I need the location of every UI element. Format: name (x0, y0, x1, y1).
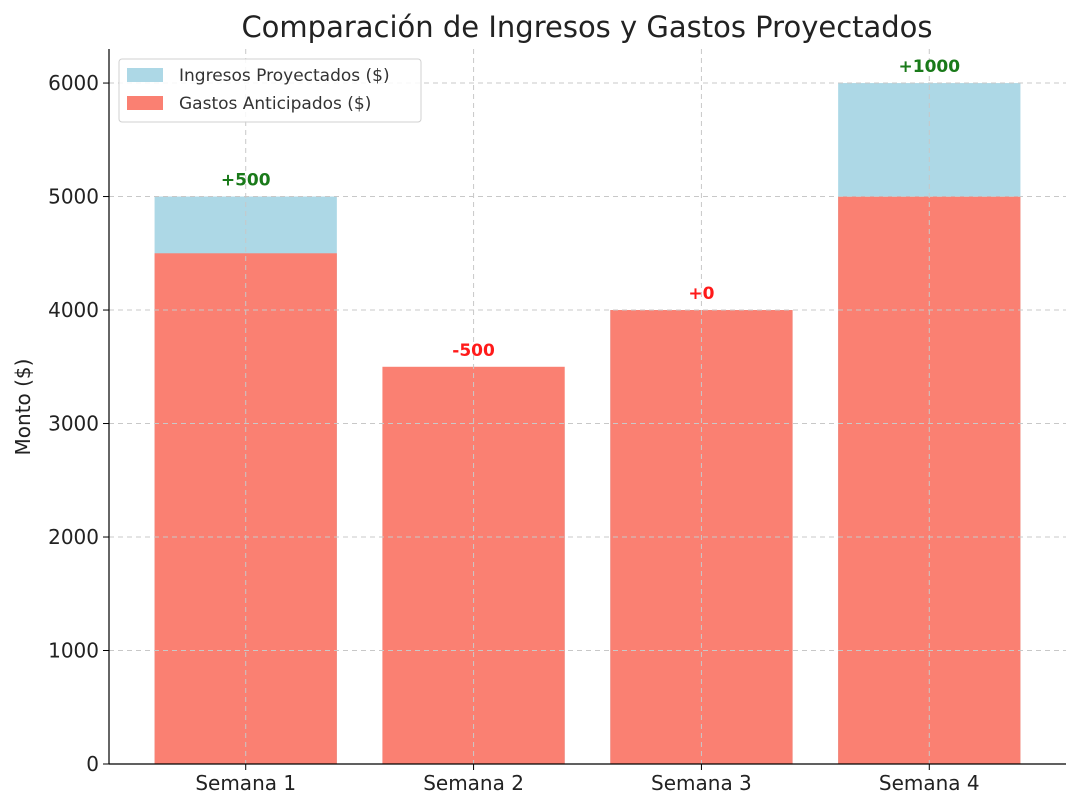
x-tick-label: Semana 4 (879, 771, 980, 795)
grid (109, 49, 1066, 764)
difference-label: +1000 (899, 57, 961, 77)
x-tick-label: Semana 2 (423, 771, 524, 795)
y-tick-label: 4000 (48, 298, 99, 322)
y-tick-label: 1000 (48, 639, 99, 663)
y-tick-label: 2000 (48, 525, 99, 549)
y-tick-label: 6000 (48, 71, 99, 95)
chart-title: Comparación de Ingresos y Gastos Proyect… (241, 10, 932, 44)
y-tick-label: 3000 (48, 412, 99, 436)
bar-series-2-4 (838, 196, 1021, 765)
difference-label: +500 (221, 171, 271, 191)
legend-swatch-1 (127, 68, 163, 82)
legend-box (118, 58, 422, 123)
axes: 0 1000 2000 3000 4000 5000 6000 Semana 1 Semana … (48, 49, 1066, 795)
y-tick-label: 5000 (48, 185, 99, 209)
y-tick-label: 0 (86, 752, 99, 776)
difference-label: -500 (452, 341, 495, 361)
legend-label-2: Gastos Anticipados ($) (179, 94, 371, 114)
x-tick-label: Semana 1 (195, 771, 296, 795)
y-axis-label: Monto ($) (11, 359, 35, 456)
legend-label-1: Ingresos Proyectados ($) (179, 66, 390, 86)
x-tick-label: Semana 3 (651, 771, 752, 795)
legend-swatch-2 (127, 96, 163, 110)
difference-label: +0 (688, 284, 714, 304)
legend: Ingresos Proyectados ($) Gastos Anticipad… (118, 58, 422, 123)
difference-labels: +500 -500 +0 +1000 (221, 57, 960, 361)
